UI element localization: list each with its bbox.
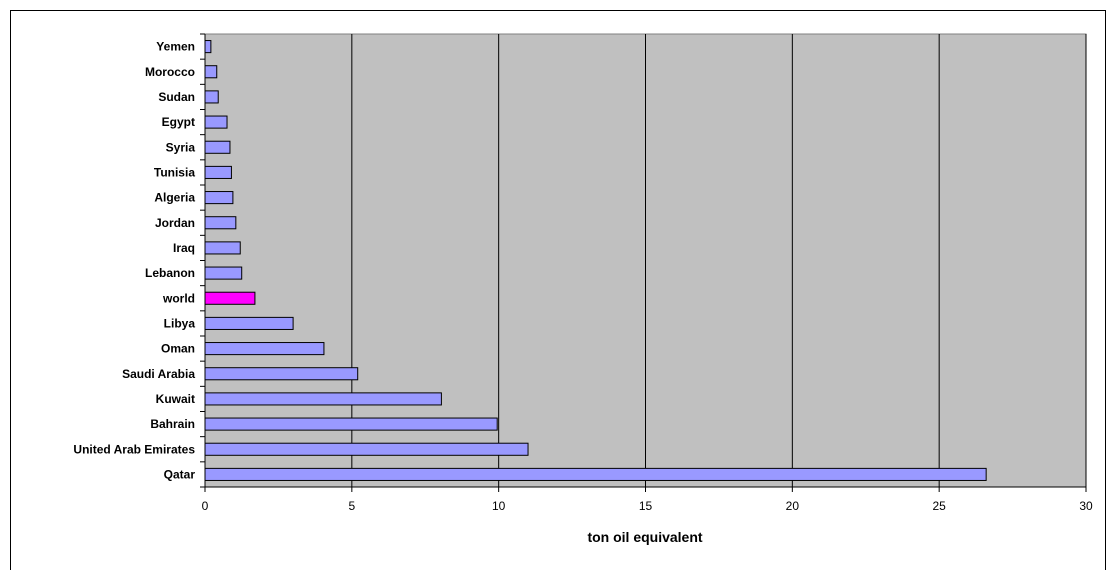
category-label: Syria xyxy=(166,140,196,154)
bar-sudan xyxy=(204,90,219,104)
chart-frame: Yemen Morocco Sudan Egypt Syria Tunisia Algeri… xyxy=(10,10,1106,570)
category-label: United Arab Emirates xyxy=(73,442,195,456)
category-label: Qatar xyxy=(164,467,196,481)
category-label: Oman xyxy=(161,342,195,356)
category-label: Sudan xyxy=(158,90,195,104)
category-label: Libya xyxy=(164,316,196,330)
bar-egypt xyxy=(204,115,228,129)
category-label: Kuwait xyxy=(156,392,195,406)
bar-lebanon xyxy=(204,266,243,280)
category-label: Jordan xyxy=(155,216,195,230)
x-tick-label: 0 xyxy=(202,499,209,513)
bar-libya xyxy=(204,316,294,330)
bar-iraq xyxy=(204,241,241,255)
x-tick-label: 20 xyxy=(786,499,800,513)
bar-bahrain xyxy=(204,417,498,431)
bar-morocco xyxy=(204,65,218,79)
bar-chart: Yemen Morocco Sudan Egypt Syria Tunisia Algeri… xyxy=(73,33,1093,545)
category-label: world xyxy=(162,291,195,305)
category-label: Saudi Arabia xyxy=(122,367,195,381)
category-label: Egypt xyxy=(162,115,195,129)
bar-saudi-arabia xyxy=(204,367,359,381)
bar-united-arab-emirates xyxy=(204,442,529,456)
x-tick-label: 5 xyxy=(348,499,355,513)
bar-syria xyxy=(204,140,231,154)
category-label: Yemen xyxy=(156,40,195,54)
bar-world xyxy=(204,291,256,305)
bar-oman xyxy=(204,342,325,356)
category-label: Iraq xyxy=(173,241,195,255)
x-tick-label: 15 xyxy=(639,499,653,513)
bar-jordan xyxy=(204,216,237,230)
category-label: Tunisia xyxy=(154,165,195,179)
x-tick-label: 10 xyxy=(492,499,506,513)
bar-qatar xyxy=(204,467,987,481)
category-label: Bahrain xyxy=(150,417,195,431)
x-tick-label: 25 xyxy=(932,499,946,513)
x-tick-label: 30 xyxy=(1079,499,1093,513)
category-label: Algeria xyxy=(154,191,195,205)
bar-algeria xyxy=(204,191,234,205)
bar-tunisia xyxy=(204,165,232,179)
bar-yemen xyxy=(204,40,212,54)
bar-kuwait xyxy=(204,392,442,406)
category-label: Morocco xyxy=(145,65,195,79)
x-axis-title: ton oil equivalent xyxy=(587,529,702,545)
category-label: Lebanon xyxy=(145,266,195,280)
